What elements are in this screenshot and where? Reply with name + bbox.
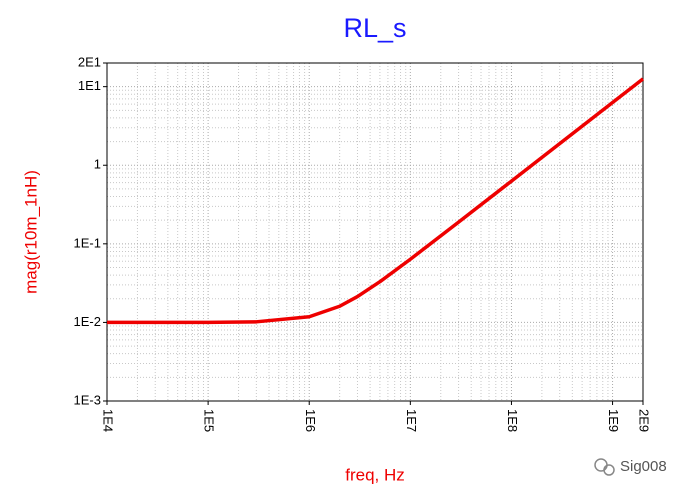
line	[106, 77, 645, 325]
x-tick-label: 2E9	[637, 409, 652, 432]
x-axis-label: freq, Hz	[345, 465, 405, 484]
chart-title: RL_s	[343, 13, 406, 43]
y-tick-label: 1	[94, 157, 101, 172]
watermark-icon	[594, 458, 608, 472]
y-tick-label: 1E-1	[74, 235, 101, 250]
x-tick-label: 1E4	[101, 409, 116, 432]
plot-frame	[106, 62, 644, 402]
watermark: Sig008	[594, 458, 667, 476]
y-tick-label: 1E-2	[74, 314, 101, 329]
x-tick-label: 1E9	[606, 409, 621, 432]
x-tick-label: 1E5	[202, 409, 217, 432]
y-tick-label: 1E-3	[74, 392, 101, 407]
y-axis-label: mag(r10m_1nH)	[21, 170, 40, 294]
x-tick-label: 1E8	[505, 409, 520, 432]
watermark-icon	[603, 464, 615, 476]
y-tick-label: 2E1	[78, 54, 101, 69]
x-tick-label: 1E7	[404, 409, 419, 432]
y-tick-label: 1E1	[78, 78, 101, 93]
x-tick-label: 1E6	[303, 409, 318, 432]
watermark-text: Sig008	[620, 458, 667, 475]
